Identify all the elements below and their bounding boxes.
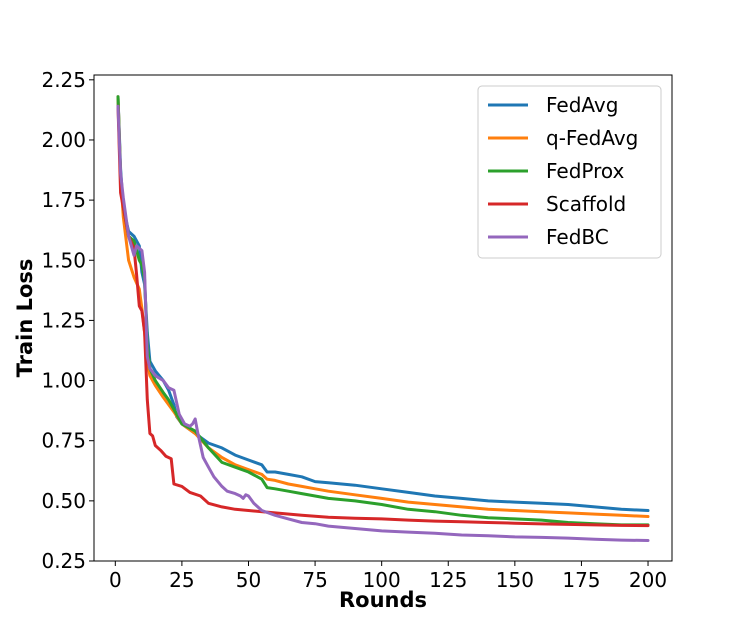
x-tick-label: 200: [629, 568, 667, 592]
x-tick-label: 100: [363, 568, 401, 592]
series-layer: [116, 95, 650, 542]
plot-area-frame: [93, 74, 673, 562]
x-tick-label: 175: [562, 568, 600, 592]
x-axis: 0 25 50 75 100 125 150 175 200: [109, 561, 667, 592]
x-tick-label: 0: [109, 568, 122, 592]
y-tick-label: 1.50: [41, 248, 86, 272]
y-tick-label: 0.75: [41, 429, 86, 453]
series-line-3: [116, 104, 650, 528]
legend-frame: [477, 85, 662, 259]
y-tick-label: 0.25: [41, 549, 86, 573]
x-tick-label: 150: [496, 568, 534, 592]
x-tick-label: 50: [236, 568, 261, 592]
y-tick-label: 1.00: [41, 369, 86, 393]
x-tick-label: 125: [429, 568, 467, 592]
y-tick-label: 1.75: [41, 188, 86, 212]
y-tick-label: 2.25: [41, 68, 86, 92]
y-axis: 0.25 0.50 0.75 1.00 1.25 1.50 1.75 2.00 2.25: [41, 68, 94, 573]
legend-label: Scaffold: [546, 192, 626, 216]
y-tick-label: 1.25: [41, 308, 86, 332]
legend-label: q-FedAvg: [546, 126, 638, 150]
series-line-4: [116, 104, 650, 542]
y-tick-label: 0.50: [41, 489, 86, 513]
legend-label: FedBC: [546, 225, 609, 249]
x-tick-label: 75: [302, 568, 327, 592]
y-axis-title: Train Loss: [13, 259, 37, 378]
x-tick-label: 25: [169, 568, 194, 592]
legend: FedAvg q-FedAvg FedProx Scaffold FedBC: [477, 85, 662, 259]
legend-label: FedProx: [546, 159, 625, 183]
x-axis-title: Rounds: [339, 588, 427, 612]
legend-label: FedAvg: [546, 93, 618, 117]
y-tick-label: 2.00: [41, 128, 86, 152]
